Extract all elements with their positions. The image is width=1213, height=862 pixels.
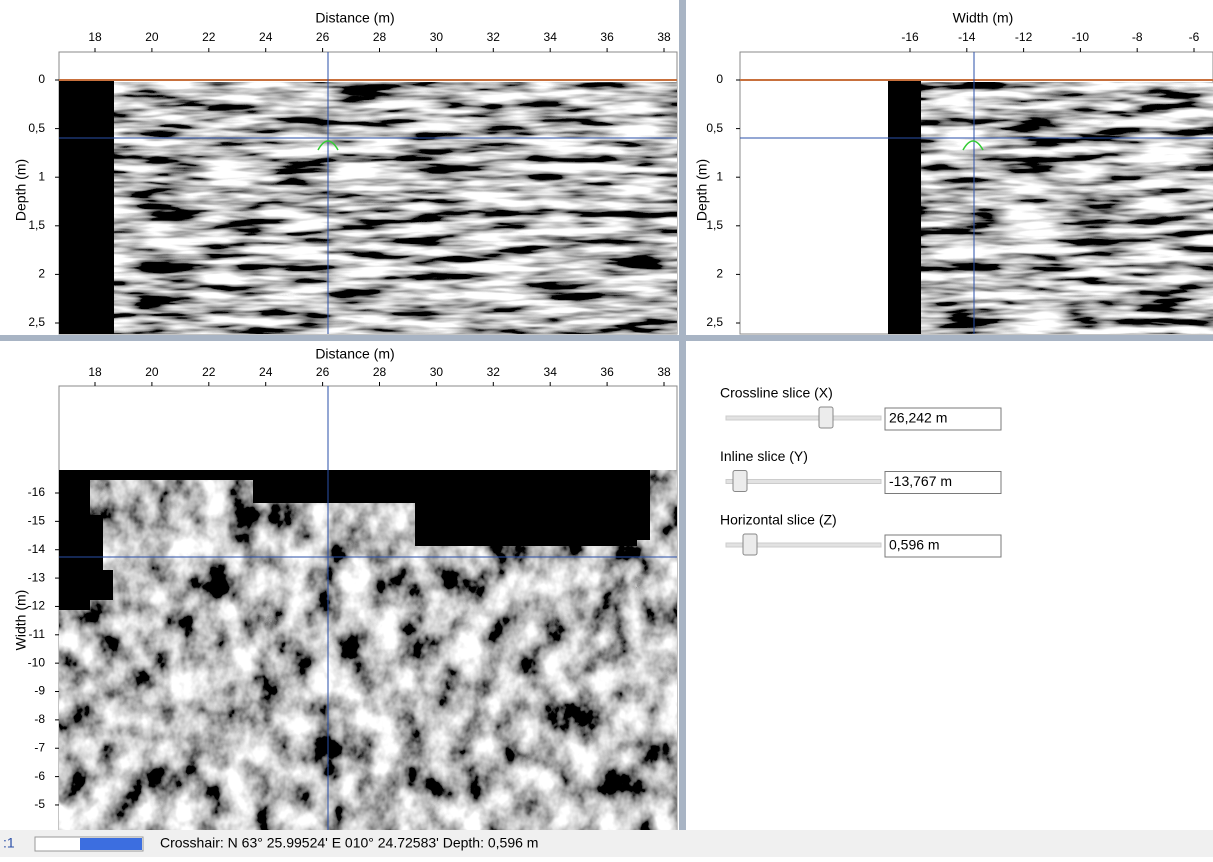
no-data: [888, 80, 921, 334]
x-tick-label: 30: [430, 365, 444, 379]
slider-track: [725, 415, 882, 421]
x-tick-label: -12: [1015, 30, 1033, 44]
y-tick-label: 1,5: [706, 218, 723, 232]
slider-thumb[interactable]: [742, 533, 758, 556]
y-tick-label: -13: [28, 570, 46, 584]
value-box[interactable]: [884, 407, 1002, 431]
axis-title: Depth (m): [13, 159, 29, 221]
x-tick-label: 20: [145, 30, 159, 44]
x-tick-label: -14: [958, 30, 976, 44]
status-bar: [0, 830, 1213, 857]
slider-track: [725, 542, 882, 548]
x-tick-label: -6: [1189, 30, 1200, 44]
radargram: [114, 82, 677, 334]
axis-title: Width (m): [953, 10, 1014, 26]
y-tick-label: 2,5: [706, 315, 723, 329]
y-tick-label: -16: [28, 485, 46, 499]
axis-title: Distance (m): [315, 10, 394, 26]
x-tick-label: 38: [657, 365, 671, 379]
x-tick-label: 36: [600, 365, 614, 379]
y-tick-label: 0,5: [28, 121, 45, 135]
x-tick-label: -8: [1132, 30, 1143, 44]
status-text: Crosshair: N 63° 25.99524' E 010° 24.725…: [160, 835, 538, 851]
x-tick-label: 34: [544, 30, 558, 44]
target-marker: [317, 140, 339, 151]
y-tick-label: -14: [28, 542, 46, 556]
y-tick-label: 0: [716, 72, 723, 86]
axis-title: Width (m): [13, 590, 29, 651]
y-tick-label: -8: [34, 712, 45, 726]
y-tick-label: 2,5: [28, 315, 45, 329]
y-tick-label: -6: [34, 769, 45, 783]
x-tick-label: -16: [901, 30, 919, 44]
x-tick-label: -10: [1072, 30, 1090, 44]
y-tick-label: -15: [28, 514, 46, 528]
y-tick-label: -9: [34, 684, 45, 698]
value-box[interactable]: [884, 534, 1002, 558]
x-tick-label: 20: [145, 365, 159, 379]
slider-value: -13,767 m: [889, 473, 952, 489]
x-tick-label: 28: [373, 365, 387, 379]
y-tick-label: 0: [38, 72, 45, 86]
y-tick-label: 0,5: [706, 121, 723, 135]
radargram: [921, 82, 1213, 334]
x-tick-label: 26: [316, 30, 330, 44]
slider-thumb[interactable]: [732, 470, 748, 492]
no-data: [59, 470, 650, 610]
y-tick-label: 1: [38, 169, 45, 183]
x-tick-label: 22: [202, 30, 216, 44]
y-tick-label: 1,5: [28, 218, 45, 232]
axis-title: Distance (m): [315, 346, 394, 362]
x-tick-label: 18: [88, 30, 102, 44]
x-tick-label: 36: [600, 30, 614, 44]
value-box[interactable]: [884, 471, 1002, 494]
target-marker: [962, 140, 984, 151]
x-tick-label: 18: [88, 365, 102, 379]
x-tick-label: 38: [657, 30, 671, 44]
slice-controls: Crossline slice (X) 26,242 m Inline slice …: [720, 385, 1002, 558]
x-tick-label: 32: [487, 30, 501, 44]
x-tick-label: 24: [259, 30, 273, 44]
y-tick-label: 2: [38, 267, 45, 281]
y-tick-label: 1: [716, 169, 723, 183]
slider-track: [725, 479, 882, 484]
x-tick-label: 26: [316, 365, 330, 379]
splitter[interactable]: [0, 335, 1213, 341]
x-tick-label: 30: [430, 30, 444, 44]
y-tick-label: 2: [716, 267, 723, 281]
x-tick-label: 22: [202, 365, 216, 379]
y-tick-label: -10: [28, 655, 46, 669]
y-tick-label: -11: [29, 627, 46, 641]
y-tick-label: -12: [28, 599, 46, 613]
x-tick-label: 34: [544, 365, 558, 379]
slider-value: 26,242 m: [889, 410, 947, 426]
slider-label: Crossline slice (X): [720, 385, 833, 401]
slider-label: Horizontal slice (Z): [720, 512, 837, 528]
progress-fill: [80, 838, 142, 850]
slider-thumb[interactable]: [818, 406, 834, 429]
slider-value: 0,596 m: [889, 537, 940, 553]
y-tick-label: -5: [34, 797, 45, 811]
x-tick-label: 28: [373, 30, 387, 44]
axis-title: Depth (m): [694, 159, 710, 221]
slider-label: Inline slice (Y): [720, 448, 808, 464]
no-data: [59, 80, 114, 334]
x-tick-label: 24: [259, 365, 273, 379]
splitter[interactable]: [679, 0, 686, 830]
y-tick-label: -7: [34, 740, 45, 754]
status-prefix: :1: [3, 835, 15, 851]
x-tick-label: 32: [487, 365, 501, 379]
